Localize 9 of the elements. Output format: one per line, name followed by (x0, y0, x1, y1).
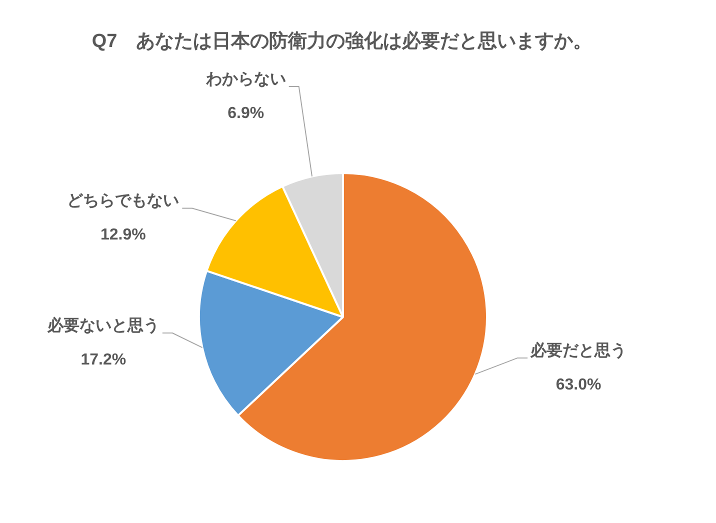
slice-label: 必要ないと思う (46, 316, 160, 334)
data-label: 17.2% (80, 351, 126, 368)
slice-label: どちらでもない (67, 192, 180, 210)
data-label: 6.9% (228, 104, 264, 122)
data-label: 12.9% (100, 226, 146, 244)
chart-title: Q7 あなたは日本の防衛力の強化は必要だと思いますか。 (92, 30, 592, 52)
slice-label: 必要だと思う (530, 341, 627, 360)
slice-label: わからない (204, 70, 286, 88)
data-label: 63.0% (556, 376, 602, 394)
